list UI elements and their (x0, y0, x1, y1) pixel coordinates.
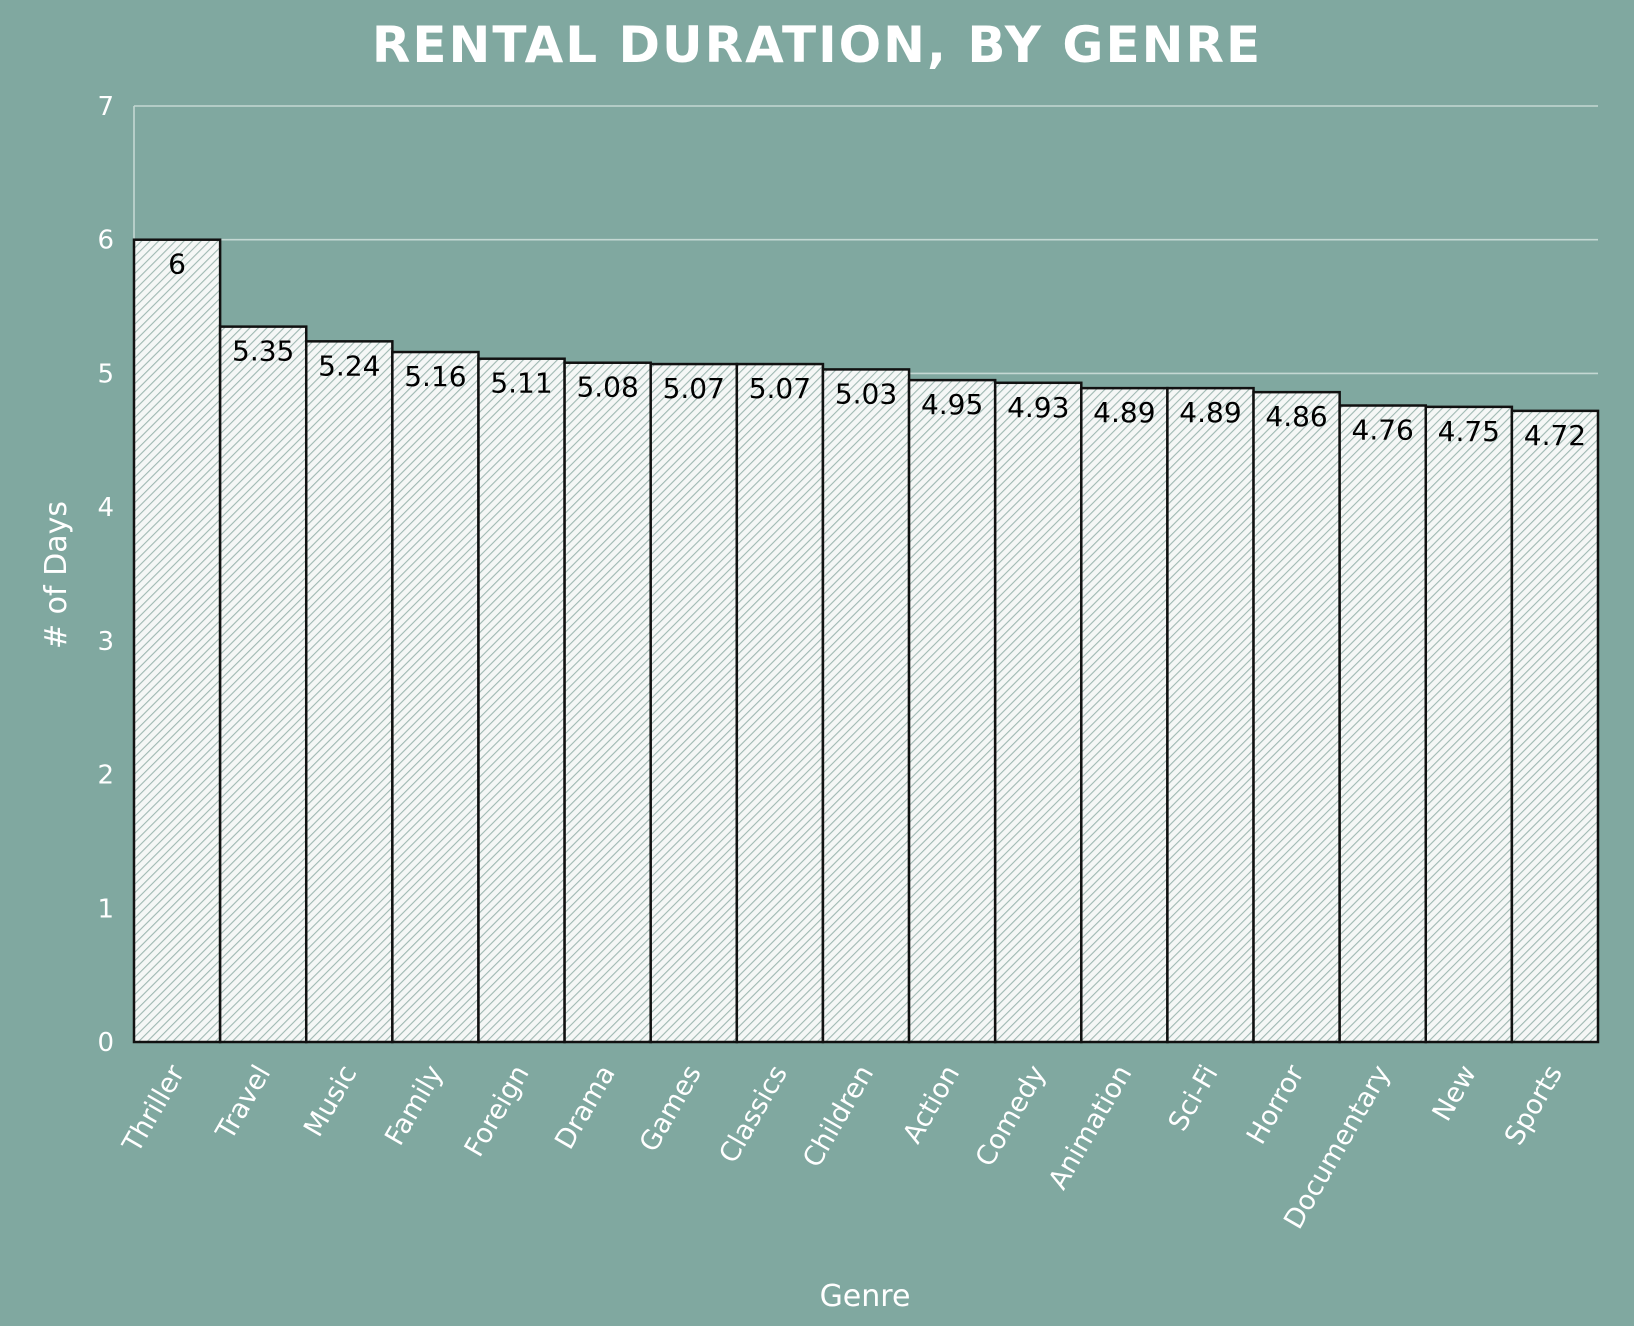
bar-documentary (1338, 404, 1428, 1044)
y-tick-label: 6 (97, 226, 114, 256)
bar-comedy (993, 381, 1083, 1044)
y-tick-label: 7 (97, 92, 114, 122)
data-label: 5.03 (835, 377, 897, 410)
data-label: 4.72 (1524, 419, 1586, 452)
x-tick-label: Sports (1499, 1060, 1569, 1150)
bar-thriller (132, 238, 222, 1044)
x-tick-label: Children (797, 1060, 880, 1173)
bar-children (821, 368, 911, 1044)
bar-drama (563, 361, 652, 1044)
x-tick-label: Foreign (459, 1060, 536, 1162)
y-tick-label: 2 (97, 761, 114, 791)
bar-foreign (477, 357, 566, 1044)
x-tick-label: Comedy (970, 1060, 1053, 1172)
x-axis-ticks: Thriller Travel Music Family Foreign Drama Gam… (116, 1059, 1569, 1234)
y-tick-label: 5 (97, 359, 114, 389)
x-tick-label: Action (897, 1060, 966, 1149)
y-tick-label: 3 (97, 627, 114, 657)
chart-title: RENTAL DURATION, BY GENRE (372, 16, 1262, 74)
y-axis-ticks: 0 1 2 3 4 5 6 7 (97, 92, 114, 1058)
data-label: 5.35 (232, 335, 294, 368)
y-axis-title: # of Days (39, 501, 74, 649)
bar-sci-fi (1166, 386, 1255, 1044)
data-label: 5.08 (576, 371, 638, 404)
x-tick-label: New (1427, 1060, 1483, 1127)
data-label: 5.16 (404, 360, 466, 393)
x-tick-label: Music (298, 1060, 363, 1142)
x-tick-label: Horror (1241, 1059, 1311, 1149)
bar-new (1424, 405, 1514, 1044)
x-tick-label: Classics (713, 1060, 794, 1169)
data-label: 4.89 (1179, 396, 1241, 429)
y-tick-label: 0 (97, 1028, 114, 1058)
x-tick-label: Sci-Fi (1163, 1060, 1225, 1136)
bars (132, 238, 1600, 1044)
bar-travel (218, 325, 308, 1044)
data-labels: 6 5.35 5.24 5.16 5.11 5.08 5.07 5.07 5.03 4.95 4.9… (168, 248, 1586, 452)
data-label: 4.95 (921, 388, 983, 421)
y-tick-label: 1 (97, 894, 114, 924)
x-tick-label: Thriller (116, 1059, 191, 1158)
data-label: 5.07 (749, 372, 811, 405)
bar-games (649, 362, 739, 1044)
bar-music (304, 340, 394, 1044)
bar-family (391, 350, 480, 1044)
bar-classics (735, 362, 825, 1044)
data-label: 4.75 (1438, 415, 1500, 448)
x-tick-label: Family (379, 1060, 449, 1151)
bar-animation (1080, 386, 1169, 1044)
data-label: 4.89 (1093, 396, 1155, 429)
x-tick-label: Games (634, 1060, 708, 1157)
data-label: 5.11 (490, 367, 552, 400)
y-tick-label: 4 (97, 493, 114, 523)
data-label: 4.86 (1265, 400, 1327, 433)
x-tick-label: Travel (210, 1060, 277, 1146)
bar-sports (1510, 409, 1600, 1044)
bar-action (907, 378, 997, 1044)
data-label: 4.76 (1352, 414, 1414, 447)
data-label: 4.93 (1007, 391, 1069, 424)
data-label: 6 (168, 248, 186, 281)
x-tick-label: Animation (1043, 1060, 1139, 1195)
x-tick-label: Drama (549, 1060, 621, 1155)
bar-horror (1252, 390, 1341, 1044)
x-axis-title: Genre (820, 1279, 911, 1314)
data-label: 5.07 (663, 372, 725, 405)
data-label: 5.24 (318, 349, 380, 382)
